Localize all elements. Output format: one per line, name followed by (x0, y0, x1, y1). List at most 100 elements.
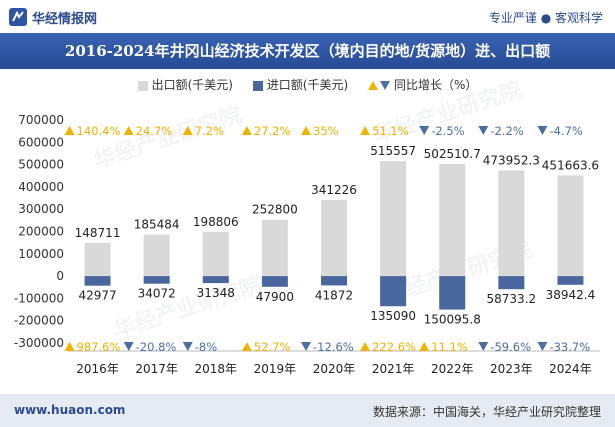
import-value-label: 42977 (78, 289, 116, 303)
import-bar (557, 276, 584, 285)
legend-export-label: 出口额(千美元) (151, 78, 233, 92)
export-growth-label: 24.7% (136, 124, 173, 138)
y-tick-label: 100000 (18, 247, 64, 261)
export-bar (498, 170, 525, 277)
y-tick-label: 700000 (18, 113, 64, 127)
import-growth-up-triangle-icon (360, 342, 371, 351)
import-growth-label: -59.6% (490, 340, 531, 354)
import-growth-up-triangle-icon (419, 342, 430, 351)
slogan: 专业严谨 ● 客观科学 (488, 11, 603, 25)
export-growth-up-triangle-icon (301, 126, 311, 135)
export-value-label: 451663.6 (542, 158, 599, 172)
legend-down-triangle-icon (380, 81, 390, 90)
import-bar (84, 276, 111, 286)
import-growth-label: -12.6% (313, 340, 354, 354)
legend-export-swatch (137, 80, 148, 91)
x-tick-label: 2020年 (313, 362, 356, 376)
import-value-label: 41872 (315, 288, 353, 302)
export-value-label: 198806 (193, 215, 239, 229)
export-growth-down-triangle-icon (419, 126, 430, 135)
export-value-label: 148711 (75, 226, 121, 240)
export-bar (321, 200, 347, 277)
top-bar: 华经情报网 专业严谨 ● 客观科学 (0, 0, 615, 33)
import-value-label: 58733.2 (487, 292, 537, 306)
export-value-label: 341226 (311, 183, 357, 197)
import-value-label: 34072 (138, 287, 176, 301)
x-tick-label: 2024年 (549, 362, 592, 376)
legend-import-label: 进口额(千美元) (266, 78, 349, 92)
export-bar (261, 219, 288, 277)
export-growth-label: 140.4% (77, 124, 121, 138)
import-growth-down-triangle-icon (123, 342, 134, 351)
export-value-label: 252800 (252, 203, 298, 217)
import-bar (202, 276, 229, 284)
x-tick-label: 2022年 (431, 362, 474, 376)
import-growth-label: -33.7% (549, 340, 590, 354)
export-growth-label: 35% (313, 124, 339, 138)
y-tick-label: -100000 (14, 291, 64, 305)
x-tick-label: 2019年 (254, 362, 297, 376)
import-growth-label: 11.1% (431, 340, 468, 354)
legend-import-swatch (252, 80, 263, 91)
import-value-label: 150095.8 (424, 313, 481, 327)
legend-export: 出口额(千美元) (137, 76, 233, 93)
export-growth-down-triangle-icon (478, 126, 489, 135)
import-growth-label: 52.7% (254, 340, 291, 354)
legend: 出口额(千美元) 进口额(千美元) 同比增长（%） (0, 76, 615, 94)
y-tick-label: 0 (56, 269, 64, 283)
export-bar (439, 164, 466, 277)
y-tick-label: -200000 (14, 314, 64, 328)
site-url: www.huaon.com (14, 403, 126, 417)
import-growth-label: 987.6% (77, 340, 121, 354)
import-bar (261, 276, 288, 287)
x-tick-label: 2017年 (135, 362, 178, 376)
import-value-label: 31348 (197, 286, 235, 300)
export-growth-label: 51.1% (372, 124, 409, 138)
export-bar (202, 231, 229, 277)
import-bar (380, 276, 407, 307)
import-bar (143, 276, 170, 284)
export-growth-label: 27.2% (254, 124, 291, 138)
import-value-label: 47900 (256, 290, 294, 304)
title-bar: 2016-2024年井冈山经济技术开发区（境内目的地/货源地）进、出口额 (0, 33, 615, 69)
chart-title: 2016-2024年井冈山经济技术开发区（境内目的地/货源地）进、出口额 (64, 42, 551, 60)
import-value-label: 38942.4 (546, 288, 596, 302)
legend-growth-label: 同比增长（%） (394, 78, 478, 92)
import-growth-down-triangle-icon (301, 342, 311, 351)
brand-name: 华经情报网 (32, 12, 98, 27)
export-growth-label: -2.5% (431, 124, 464, 138)
import-value-label: 135090 (370, 309, 416, 323)
export-bar (380, 161, 407, 277)
export-growth-down-triangle-icon (537, 126, 548, 135)
export-value-label: 185484 (134, 218, 180, 232)
import-bar (321, 276, 347, 286)
huajing-logo-icon (9, 8, 27, 26)
y-tick-label: -300000 (14, 336, 64, 350)
import-growth-down-triangle-icon (537, 342, 548, 351)
export-growth-up-triangle-icon (123, 126, 134, 135)
import-growth-label: -8% (195, 340, 217, 354)
y-tick-label: 300000 (18, 202, 64, 216)
export-growth-label: -4.7% (549, 124, 582, 138)
y-tick-label: 500000 (18, 158, 64, 172)
x-tick-label: 2018年 (195, 362, 238, 376)
x-tick-label: 2021年 (372, 362, 415, 376)
import-bar (498, 276, 525, 290)
export-value-label: 473952.3 (483, 153, 540, 167)
import-growth-down-triangle-icon (478, 342, 489, 351)
export-value-label: 515557 (370, 144, 416, 158)
import-growth-up-triangle-icon (64, 342, 75, 351)
y-tick-label: 600000 (18, 135, 64, 149)
export-value-label: 502510.7 (424, 147, 481, 161)
import-bar (439, 276, 466, 310)
y-tick-label: 400000 (18, 180, 64, 194)
export-growth-label: -2.2% (490, 124, 523, 138)
export-growth-up-triangle-icon (241, 126, 252, 135)
data-source: 数据来源：中国海关，华经产业研究院整理 (372, 405, 601, 419)
legend-growth: 同比增长（%） (368, 76, 477, 93)
legend-up-triangle-icon (368, 81, 378, 90)
export-bar (143, 234, 170, 277)
import-growth-label: -20.8% (136, 340, 177, 354)
